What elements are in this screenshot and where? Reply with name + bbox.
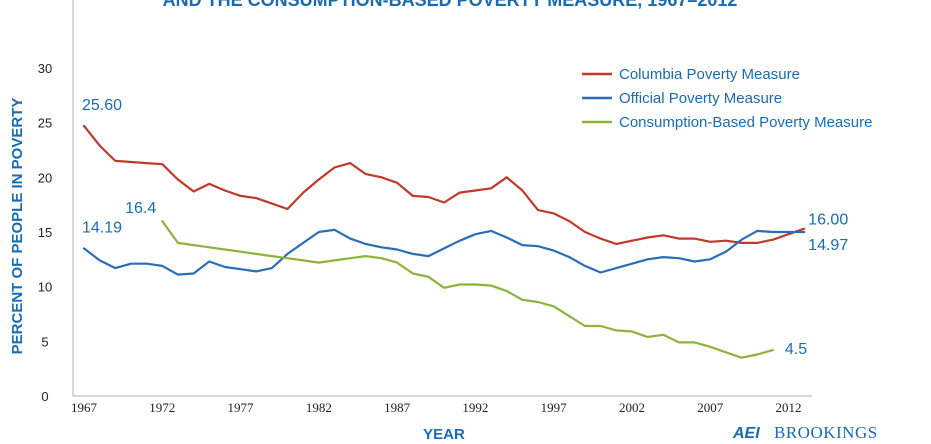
brookings-logo: BROOKINGS [774,423,878,442]
series-line-columbia-poverty-measure [82,124,806,246]
chart-axes [72,0,812,397]
data-label: 14.97 [808,237,848,254]
x-tick-label: 1972 [149,400,175,415]
y-tick-label: 0 [41,389,48,404]
x-tick-label: 1982 [306,400,332,415]
x-tick-label: 2002 [619,400,645,415]
x-tick-label: 1997 [541,400,568,415]
legend-label: Official Poverty Measure [619,90,782,107]
x-tick-label: 2012 [776,400,802,415]
y-axis-title: PERCENT OF PEOPLE IN POVERTY [9,98,26,355]
brand-logo: AEI BROOKINGS [732,423,878,442]
series-line-consumption-based-poverty-measure [161,220,775,359]
x-tick-label: 1977 [228,400,255,415]
y-tick-label: 5 [41,334,48,349]
x-tick-label: 2007 [697,400,724,415]
y-tick-labels: 0 5 10 15 20 25 30 [38,61,52,404]
data-label: 16.00 [808,212,848,229]
aei-logo: AEI [732,425,760,442]
x-tick-label: 1987 [384,400,411,415]
x-tick-label: 1992 [462,400,488,415]
legend-label: Consumption-Based Poverty Measure [619,114,872,131]
data-label: 16.4 [125,200,156,217]
y-tick-label: 20 [38,170,52,185]
y-tick-label: 25 [38,116,52,131]
x-tick-labels: 1967 1972 1977 1982 1987 1992 1997 2002 2007 2012 [71,400,802,415]
data-label: 4.5 [785,341,807,358]
y-tick-label: 15 [38,225,52,240]
series-lines [82,124,806,359]
data-label: 25.60 [82,97,122,114]
chart-title: AND THE CONSUMPTION-BASED POVERTY MEASUR… [163,0,738,10]
legend-label: Columbia Poverty Measure [619,66,800,83]
data-label: 14.19 [82,219,122,236]
series-line-official-poverty-measure [82,228,806,276]
y-tick-label: 10 [38,280,52,295]
x-tick-label: 1967 [71,400,98,415]
y-tick-label: 30 [38,61,52,76]
legend: Columbia Poverty Measure Official Poverty… [582,66,872,131]
x-axis-title: YEAR [423,426,465,443]
